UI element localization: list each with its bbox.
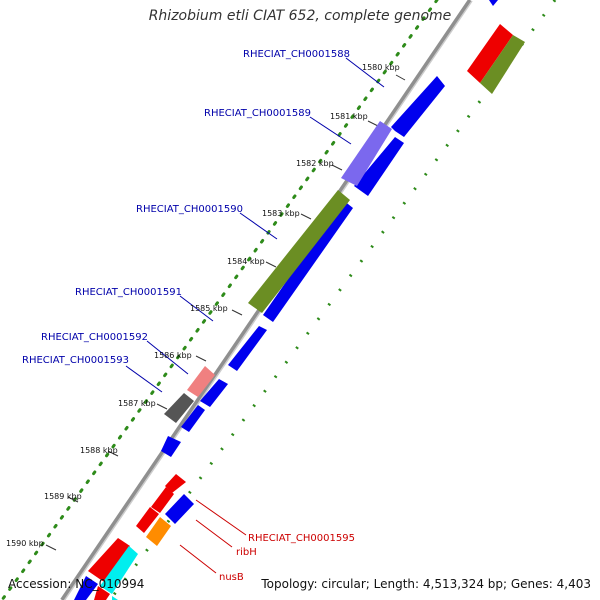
- leader-line: [345, 57, 385, 88]
- gene-feature-blue: [391, 76, 445, 137]
- gene-feature-cyan: [112, 596, 118, 600]
- gene-feature-red: [136, 507, 159, 533]
- gene-label: RHECIAT_CH0001595: [248, 533, 355, 544]
- tick-label: 1585 kbp: [190, 304, 228, 313]
- tick-label: 1582 kbp: [296, 159, 334, 168]
- gene-feature-red: [467, 24, 513, 83]
- gene-label: RHECIAT_CH0001590: [136, 204, 243, 215]
- leader-line: [179, 295, 214, 322]
- gene-feature-red: [94, 586, 110, 600]
- gene-feature-red: [165, 474, 186, 493]
- gene-feature-blue: [354, 137, 404, 196]
- leader-line: [195, 499, 247, 536]
- leader-line: [239, 212, 278, 240]
- label-leaders-red: [179, 499, 247, 574]
- topology-text: Topology: circular; Length: 4,513,324 bp…: [261, 577, 591, 591]
- gene-feature-blue: [228, 326, 267, 371]
- tick-mark: [45, 544, 57, 551]
- gene-feature-blue: [74, 576, 98, 600]
- gene-feature-blue: [161, 436, 181, 457]
- leader-line: [146, 340, 189, 375]
- tick-mark: [195, 355, 207, 362]
- tick-marks: [45, 74, 406, 551]
- gene-feature-blue: [165, 494, 194, 524]
- tick-mark: [300, 213, 312, 220]
- tick-mark: [107, 450, 119, 457]
- leader-line: [125, 365, 163, 393]
- tick-label: 1590 kbp: [6, 539, 44, 548]
- tick-label: 1584 kbp: [227, 257, 265, 266]
- gene-feature-pink: [187, 366, 215, 397]
- tick-label: 1587 kbp: [118, 399, 156, 408]
- tick-label: 1589 kbp: [44, 492, 82, 501]
- gene-feature-olive: [480, 35, 525, 94]
- gene-label: RHECIAT_CH0001588: [243, 49, 350, 60]
- gene-feature-orange: [146, 517, 171, 546]
- gene-feature-red: [151, 487, 174, 513]
- gene-label: RHECIAT_CH0001593: [22, 355, 129, 366]
- leader-line: [179, 544, 217, 574]
- tick-label: 1583 kbp: [262, 209, 300, 218]
- gene-feature-olive: [248, 190, 350, 313]
- tick-label: 1588 kbp: [80, 446, 118, 455]
- tick-mark: [156, 403, 168, 410]
- tick-mark: [395, 74, 406, 81]
- tick-mark: [331, 164, 343, 171]
- gene-label: ribH: [236, 547, 257, 558]
- leader-line: [309, 116, 352, 145]
- gene-feature-gray: [164, 393, 194, 423]
- genome-title: Rhizobium etli CIAT 652, complete genome: [148, 8, 452, 24]
- gene-feature-cyan: [100, 546, 138, 594]
- gene-feature-red: [88, 538, 130, 582]
- gene-label: RHECIAT_CH0001591: [75, 287, 182, 298]
- gene-feature-purple: [341, 121, 392, 186]
- leader-line: [195, 519, 233, 548]
- tick-label: 1580 kbp: [362, 63, 400, 72]
- gene-feature-blue: [200, 379, 228, 407]
- accession-text: Accession: NC_010994: [8, 577, 145, 591]
- tick-mark: [265, 261, 277, 268]
- tick-mark: [67, 496, 79, 503]
- tick-label: 1581 kbp: [330, 112, 368, 121]
- gene-label: nusB: [219, 572, 244, 583]
- label-leaders: [125, 57, 385, 393]
- gene-feature-blue: [263, 200, 353, 322]
- gene-feature-blue: [489, 0, 498, 6]
- gene-label: RHECIAT_CH0001592: [41, 332, 148, 343]
- tick-label: 1586 kbp: [154, 351, 192, 360]
- tick-mark: [231, 309, 243, 316]
- gene-label: RHECIAT_CH0001589: [204, 108, 311, 119]
- gene-feature-blue: [181, 405, 205, 432]
- gc-track-inner: [0, 0, 439, 600]
- tick-mark: [367, 120, 379, 127]
